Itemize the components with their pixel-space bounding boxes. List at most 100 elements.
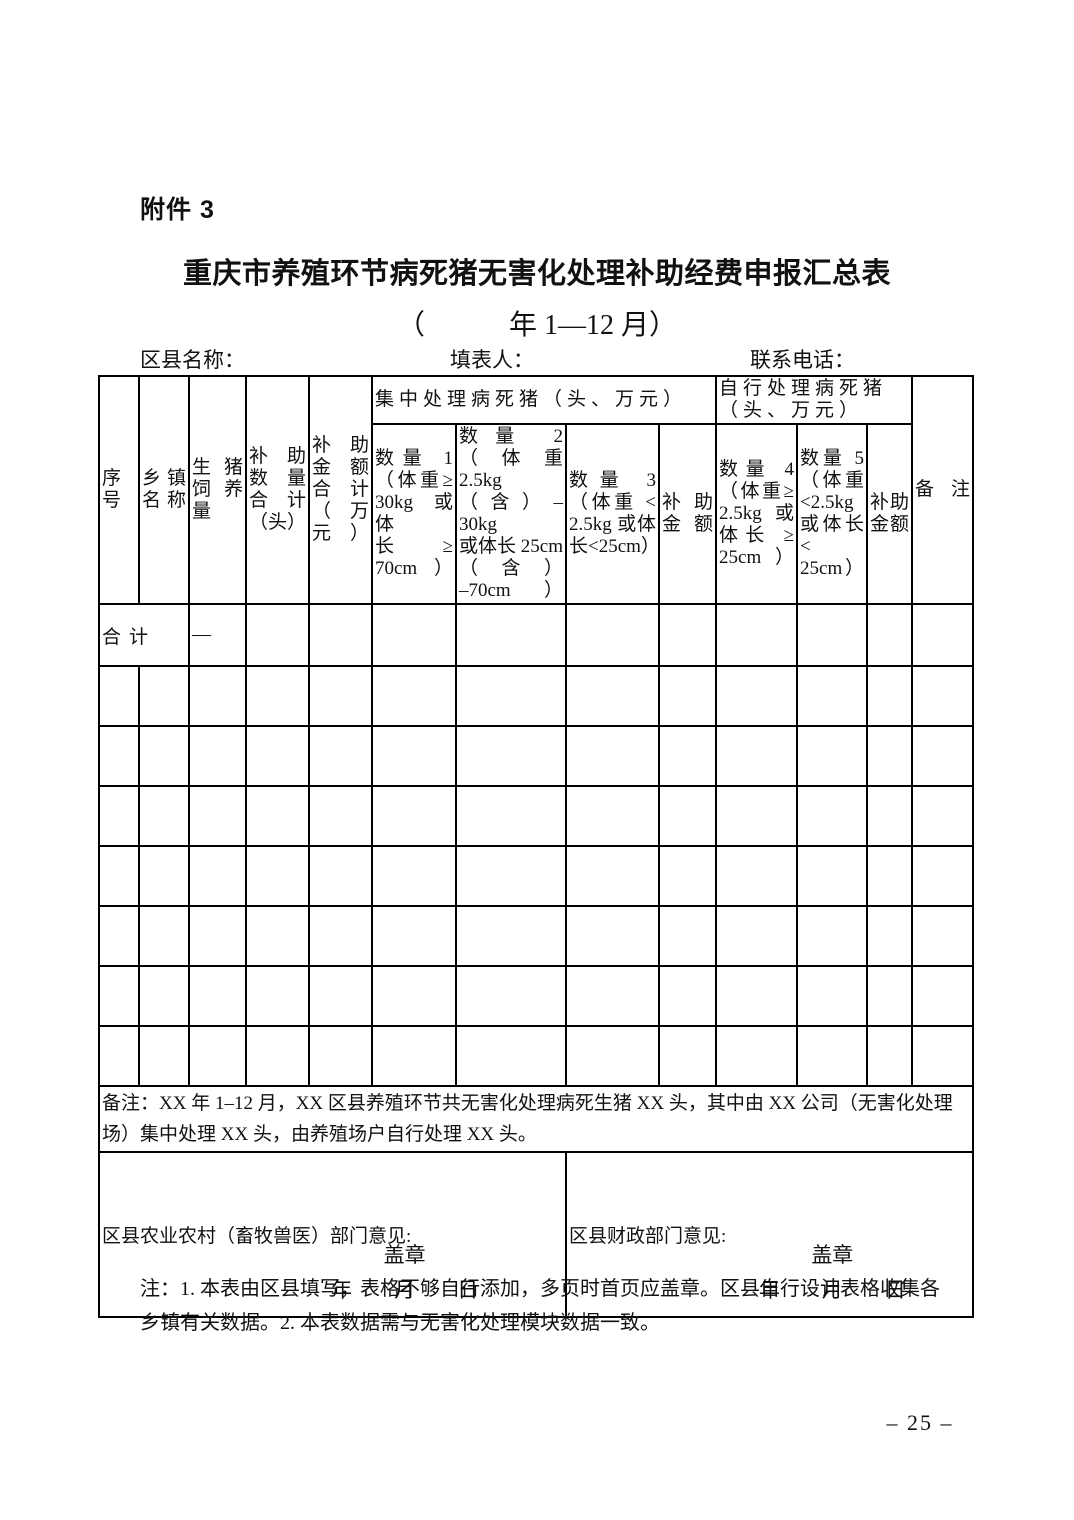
blank-cell xyxy=(308,965,373,1027)
col-header-qty1: 数量 1 （体重≥ 30kg 或体 长 ≥ 70cm） xyxy=(371,423,457,605)
blank-cell xyxy=(245,965,310,1027)
blank-cell xyxy=(138,1025,190,1087)
blank-cell xyxy=(138,965,190,1027)
blank-row xyxy=(98,785,975,847)
blank-cell xyxy=(188,665,247,727)
page-title: 重庆市养殖环节病死猪无害化处理补助经费申报汇总表 xyxy=(182,258,891,290)
blank-cell xyxy=(715,905,799,967)
total-pig-inventory-dash: — xyxy=(188,603,247,667)
blank-cell xyxy=(911,845,975,907)
blank-cell xyxy=(565,785,660,847)
col-header-qty2: 数量 2 （体重 2.5kg （含）–30kg 或体长 25cm （含） –70… xyxy=(455,423,567,605)
blank-cell xyxy=(796,905,869,967)
finance-stamp-area: 盖章 年 月 日 xyxy=(741,1238,923,1308)
attachment-label: 附件 3 xyxy=(140,196,215,224)
page-number: – 25 – xyxy=(886,1410,954,1435)
summary-table: 序 号 乡镇 名称 生猪 饲养 量 补助 数量 合计 （头） 补助 金额 合计 … xyxy=(97,375,975,1318)
blank-cell xyxy=(308,905,373,967)
blank-cell xyxy=(657,905,718,967)
blank-row xyxy=(98,1025,975,1087)
blank-cell xyxy=(188,965,247,1027)
blank-cell xyxy=(866,905,914,967)
blank-cell xyxy=(715,845,799,907)
opinion-row: 区县农业农村（畜牧兽医）部门意见: 盖章 年 月 日 区县财政部门意见: 盖章 … xyxy=(98,1151,975,1318)
page-subtitle: （ 年 1—12 月） xyxy=(396,310,677,341)
col-header-remark: 备注 xyxy=(911,375,975,605)
blank-cell xyxy=(455,785,567,847)
blank-cell xyxy=(565,845,660,907)
blank-cell xyxy=(308,845,373,907)
phone-label: 联系电话： xyxy=(750,348,855,372)
total-empty-cell xyxy=(371,603,457,667)
blank-cell xyxy=(866,845,914,907)
blank-cell xyxy=(455,965,567,1027)
total-empty-cell xyxy=(796,603,869,667)
blank-cell xyxy=(371,845,457,907)
blank-cell xyxy=(565,1025,660,1087)
total-empty-cell xyxy=(455,603,567,667)
form-fields-row: 区县名称： 填表人： 联系电话： xyxy=(0,344,1074,372)
blank-cell xyxy=(308,725,373,787)
blank-cell xyxy=(98,845,140,907)
date-line: 年 月 日 xyxy=(758,1278,906,1302)
blank-cell xyxy=(138,665,190,727)
col-header-qty3: 数量 3 （体重 < 2.5kg 或体 长<25cm） xyxy=(565,423,660,605)
total-empty-cell xyxy=(657,603,718,667)
blank-cell xyxy=(455,665,567,727)
blank-cell xyxy=(796,665,869,727)
blank-cell xyxy=(866,785,914,847)
group-header-centralized-disposal: 集中处理病死猪（头、万元） xyxy=(370,375,718,425)
blank-cell xyxy=(138,905,190,967)
col-header-pig-inventory: 生猪 饲养 量 xyxy=(188,375,247,605)
blank-cell xyxy=(245,905,310,967)
finance-opinion-label: 区县财政部门意见: xyxy=(569,1226,727,1247)
blank-cell xyxy=(138,725,190,787)
total-empty-cell xyxy=(245,603,310,667)
blank-cell xyxy=(138,785,190,847)
blank-cell xyxy=(371,1025,457,1087)
blank-cell xyxy=(245,785,310,847)
blank-cell xyxy=(715,785,799,847)
blank-cell xyxy=(796,1025,869,1087)
blank-cell xyxy=(866,965,914,1027)
stamp-label: 盖章 xyxy=(811,1243,854,1267)
blank-cell xyxy=(455,1025,567,1087)
total-empty-cell xyxy=(308,603,373,667)
blank-cell xyxy=(715,965,799,1027)
blank-cell xyxy=(657,785,718,847)
blank-cell xyxy=(715,725,799,787)
blank-cell xyxy=(565,665,660,727)
blank-cell xyxy=(911,665,975,727)
blank-cell xyxy=(796,965,869,1027)
blank-cell xyxy=(866,1025,914,1087)
blank-cell xyxy=(455,905,567,967)
blank-cell xyxy=(308,1025,373,1087)
blank-cell xyxy=(188,1025,247,1087)
blank-cell xyxy=(911,1025,975,1087)
col-header-qty4: 数量 4 （体重≥ 2.5kg 或 体长 ≥ 25cm） xyxy=(715,423,799,605)
blank-cell xyxy=(565,965,660,1027)
blank-cell xyxy=(657,725,718,787)
finance-opinion-cell: 区县财政部门意见: 盖章 年 月 日 xyxy=(564,1151,975,1318)
date-line: 年 月 日 xyxy=(331,1278,479,1302)
blank-cell xyxy=(371,965,457,1027)
blank-cell xyxy=(98,905,140,967)
blank-cell xyxy=(308,785,373,847)
blank-row xyxy=(98,965,975,1027)
blank-cell xyxy=(371,905,457,967)
blank-cell xyxy=(911,905,975,967)
col-header-self-subsidy-amount: 补助 金额 xyxy=(866,423,914,605)
agriculture-opinion-label: 区县农业农村（畜牧兽医）部门意见: xyxy=(102,1226,412,1247)
blank-cell xyxy=(565,725,660,787)
blank-cell xyxy=(911,725,975,787)
total-empty-cell xyxy=(866,603,914,667)
col-header-subsidy-qty-total: 补助 数量 合计 （头） xyxy=(245,375,310,605)
remark-text: 备注：XX 年 1–12 月，XX 区县养殖环节共无害化处理病死生猪 XX 头，… xyxy=(97,1085,975,1153)
blank-row xyxy=(98,845,975,907)
col-header-seq-no: 序 号 xyxy=(98,375,140,605)
col-header-qty5: 数量 5 （体重 <2.5kg 或体长 < 25cm） xyxy=(796,423,869,605)
blank-cell xyxy=(565,905,660,967)
blank-cell xyxy=(98,725,140,787)
group-header-self-disposal: 自行处理病死猪 （头、万元） xyxy=(715,375,914,425)
blank-cell xyxy=(245,1025,310,1087)
